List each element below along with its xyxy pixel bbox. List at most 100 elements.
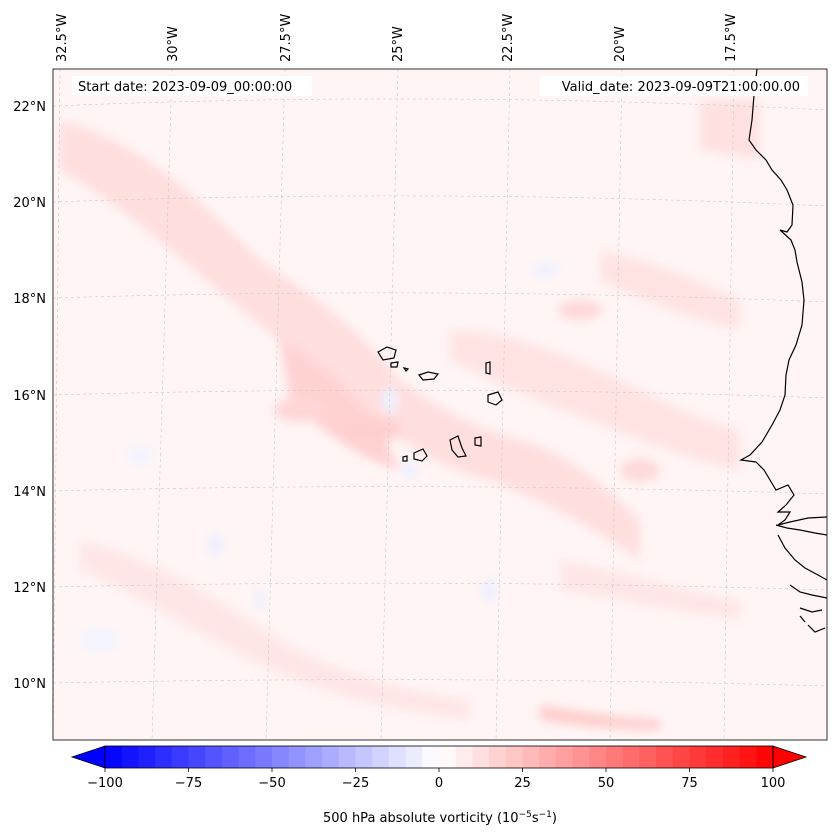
- field-patch-neg-a: [382, 386, 398, 414]
- lat-label: 10°N: [13, 677, 46, 692]
- colorbar-swatch: [155, 746, 173, 768]
- colorbar-swatch: [672, 746, 691, 768]
- colorbar-extend-low: [70, 745, 106, 769]
- colorbar-swatch: [138, 746, 156, 768]
- colorbar-swatch: [372, 746, 390, 768]
- colorbar-swatch: [272, 746, 290, 768]
- lon-label: 30°W: [166, 26, 181, 62]
- colorbar-swatch: [388, 746, 407, 768]
- colorbar-swatch: [555, 746, 574, 768]
- colorbar-tick-label: 75: [681, 776, 698, 791]
- colorbar-swatch: [689, 746, 707, 768]
- lon-label: 32.5°W: [55, 14, 70, 62]
- colorbar-swatch: [405, 746, 423, 768]
- colorbar-swatch: [355, 746, 373, 768]
- coastlines: [377, 69, 827, 633]
- colorbar-swatch: [288, 746, 306, 768]
- colorbar-tick-label: 25: [514, 776, 531, 791]
- island-maio: [474, 436, 482, 447]
- island-santo-antao: [377, 346, 397, 361]
- field-patch-neg-f: [254, 590, 266, 610]
- meridian-line: [265, 69, 286, 740]
- colorbar-swatch: [622, 746, 640, 768]
- lat-label: 20°N: [13, 196, 46, 211]
- lat-label: 14°N: [13, 485, 46, 500]
- field-band-pos-5: [540, 705, 660, 730]
- colorbar-swatch: [606, 746, 624, 768]
- island-santa-luzia: [402, 367, 410, 372]
- field-patch-neg-b: [400, 462, 420, 478]
- meridian-line: [609, 69, 623, 740]
- lon-label: 20°W: [613, 26, 628, 62]
- field-band-pos-8: [700, 100, 760, 160]
- colorbar-swatch: [188, 746, 206, 768]
- lon-label: 25°W: [391, 26, 406, 62]
- lat-label: 16°N: [13, 389, 46, 404]
- colorbar-swatch: [422, 746, 440, 768]
- colorbar-swatch: [238, 746, 256, 768]
- field-band-pos-1: [60, 120, 640, 560]
- lat-label: 12°N: [13, 581, 46, 596]
- colorbar-extend-high: [772, 745, 808, 769]
- colorbar-swatch: [539, 746, 557, 768]
- colorbar-swatch: [171, 746, 190, 768]
- colorbar-swatch: [338, 746, 357, 768]
- meridian-line: [495, 69, 511, 740]
- parallel-line: [53, 195, 827, 207]
- field-patch-neg-d: [207, 533, 223, 557]
- colorbar-swatch: [455, 746, 473, 768]
- colorbar-swatch: [305, 746, 323, 768]
- island-sao-nicolau: [417, 371, 440, 381]
- colorbar-tick-label: −25: [342, 776, 369, 791]
- colorbar-swatch: [489, 746, 507, 768]
- parallel-line: [53, 292, 827, 303]
- colorbar-ticks: −100 −75 −50 −25 0 25 50 75 100: [87, 768, 785, 791]
- meridian-line: [380, 69, 399, 740]
- meridian-line: [151, 69, 173, 740]
- island-boa-vista: [487, 391, 503, 406]
- field-patch-pos-b: [274, 398, 326, 422]
- island-sao-vicente: [390, 361, 399, 368]
- lon-label: 27.5°W: [279, 14, 294, 62]
- island-brava: [402, 455, 408, 462]
- island-sal: [485, 361, 491, 375]
- graticule: [53, 69, 827, 740]
- colorbar-swatch: [756, 746, 774, 768]
- colorbar-swatch: [472, 746, 490, 768]
- map-frame: [52, 68, 828, 741]
- colorbar-label-suffix: ): [552, 811, 557, 826]
- colorbar-swatch: [706, 746, 724, 768]
- colorbar-swatch: [322, 746, 340, 768]
- parallel-line: [53, 679, 827, 687]
- vorticity-field: [60, 100, 760, 730]
- start-date-annotation: Start date: 2023-09-09_00:00:00: [78, 80, 292, 95]
- valid-date-annotation: Valid_date: 2023-09-09T21:00:00.00: [562, 80, 800, 95]
- colorbar-swatch: [572, 746, 590, 768]
- colorbar-tick-label: 100: [761, 776, 786, 791]
- meridian-line: [723, 69, 735, 740]
- colorbar-swatch: [439, 746, 457, 768]
- colorbar-label-exp2: −1: [539, 810, 552, 820]
- colorbar-label-exp1: −5: [519, 810, 532, 820]
- island-santiago: [449, 435, 467, 458]
- parallel-line: [53, 389, 827, 399]
- parallel-line: [53, 98, 827, 111]
- colorbar-swatch: [639, 746, 657, 768]
- parallel-line: [53, 486, 827, 495]
- island-fogo: [413, 448, 428, 462]
- start-date-box: [72, 76, 312, 96]
- field-band-pos-7: [560, 560, 740, 620]
- lon-label: 22.5°W: [501, 14, 516, 62]
- field-band-pos-6: [600, 250, 740, 330]
- field-patch-neg-e: [482, 578, 498, 602]
- africa-coastline: [739, 69, 827, 526]
- lat-label: 18°N: [13, 292, 46, 307]
- colorbar-swatch: [505, 746, 524, 768]
- latitude-labels: 22°N 20°N 18°N 16°N 14°N 12°N 10°N: [13, 100, 46, 692]
- colorbar-swatch: [722, 746, 741, 768]
- colorbar-swatch: [255, 746, 273, 768]
- colorbar-swatches: [105, 746, 774, 768]
- colorbar-swatch: [739, 746, 757, 768]
- field-patch-neg-c: [531, 262, 559, 278]
